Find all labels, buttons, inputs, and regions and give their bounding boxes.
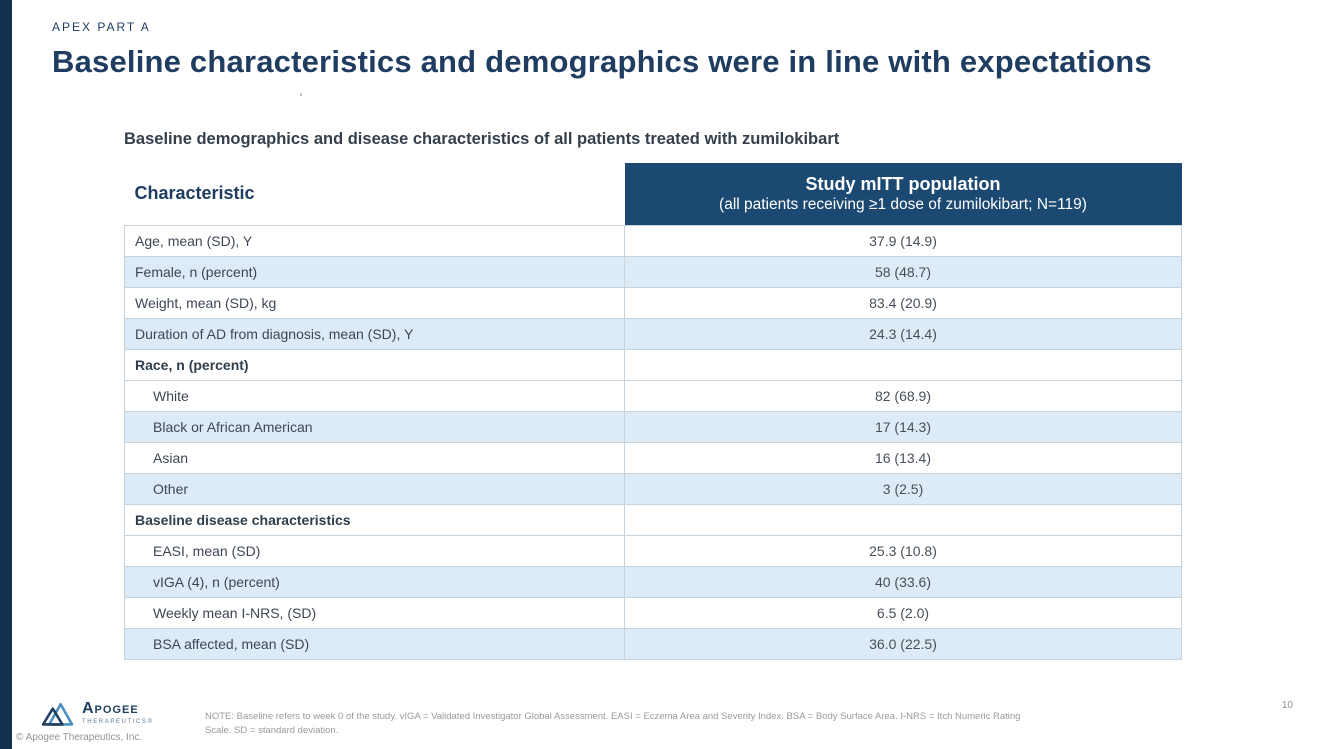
table-row: Weekly mean I-NRS, (SD) 6.5 (2.0) xyxy=(124,596,1182,629)
row-value: 17 (14.3) xyxy=(624,410,1182,443)
baseline-table: Characteristic Study mITT population (al… xyxy=(124,163,1182,660)
row-label: Other xyxy=(124,472,625,505)
table-header-row: Characteristic Study mITT population (al… xyxy=(124,163,1182,226)
row-label: Baseline disease characteristics xyxy=(124,503,625,536)
table-row: vIGA (4), n (percent) 40 (33.6) xyxy=(124,565,1182,598)
row-value: 40 (33.6) xyxy=(624,565,1182,598)
row-value: 3 (2.5) xyxy=(624,472,1182,505)
row-value xyxy=(624,503,1182,536)
row-label: Race, n (percent) xyxy=(124,348,625,381)
apogee-logo-text: Apogee THERAPEUTICS® xyxy=(82,700,154,726)
page-number: 10 xyxy=(1281,700,1293,711)
table-row: Duration of AD from diagnosis, mean (SD)… xyxy=(124,317,1182,350)
left-accent-bar xyxy=(0,0,12,749)
table-row: Black or African American 17 (14.3) xyxy=(124,410,1182,443)
stray-mark: ' xyxy=(300,92,303,104)
table-row: White 82 (68.9) xyxy=(124,379,1182,412)
row-label: Duration of AD from diagnosis, mean (SD)… xyxy=(124,317,625,350)
section-row: Race, n (percent) xyxy=(124,348,1182,381)
characteristic-header: Characteristic xyxy=(124,163,625,226)
eyebrow: APEX PART A xyxy=(52,20,151,34)
row-label: Age, mean (SD), Y xyxy=(124,224,625,257)
row-value: 58 (48.7) xyxy=(624,255,1182,288)
row-label: EASI, mean (SD) xyxy=(124,534,625,567)
table-body: Age, mean (SD), Y 37.9 (14.9) Female, n (p… xyxy=(124,224,1182,660)
population-header: Study mITT population (all patients rece… xyxy=(624,163,1182,225)
population-header-line2: (all patients receiving ≥1 dose of zumil… xyxy=(719,196,1087,214)
row-value: 36.0 (22.5) xyxy=(624,627,1182,660)
row-label: Black or African American xyxy=(124,410,625,443)
row-label: vIGA (4), n (percent) xyxy=(124,565,625,598)
table-row: Asian 16 (13.4) xyxy=(124,441,1182,474)
table-row: BSA affected, mean (SD) 36.0 (22.5) xyxy=(124,627,1182,660)
table-row: EASI, mean (SD) 25.3 (10.8) xyxy=(124,534,1182,567)
row-label: Female, n (percent) xyxy=(124,255,625,288)
table-title: Baseline demographics and disease charac… xyxy=(124,130,840,148)
row-value: 83.4 (20.9) xyxy=(624,286,1182,319)
row-label: BSA affected, mean (SD) xyxy=(124,627,625,660)
row-value: 25.3 (10.8) xyxy=(624,534,1182,567)
apogee-logo: Apogee THERAPEUTICS® xyxy=(40,699,154,727)
slide-content: APEX PART A Baseline characteristics and… xyxy=(52,0,1293,660)
row-value: 6.5 (2.0) xyxy=(624,596,1182,629)
population-header-line1: Study mITT population xyxy=(805,173,1001,194)
row-label: Asian xyxy=(124,441,625,474)
row-label: White xyxy=(124,379,625,412)
table-row: Female, n (percent) 58 (48.7) xyxy=(124,255,1182,288)
table-row: Age, mean (SD), Y 37.9 (14.9) xyxy=(124,224,1182,257)
row-value: 37.9 (14.9) xyxy=(624,224,1182,257)
row-value: 24.3 (14.4) xyxy=(624,317,1182,350)
logo-name: Apogee xyxy=(82,700,139,717)
apogee-logo-icon xyxy=(40,699,76,727)
row-value xyxy=(624,348,1182,381)
logo-subtitle: THERAPEUTICS® xyxy=(82,719,154,725)
row-label: Weekly mean I-NRS, (SD) xyxy=(124,596,625,629)
section-row: Baseline disease characteristics xyxy=(124,503,1182,536)
page-title: Baseline characteristics and demographic… xyxy=(52,44,1152,79)
table-area: Baseline demographics and disease charac… xyxy=(124,130,1182,660)
table-row: Other 3 (2.5) xyxy=(124,472,1182,505)
row-label: Weight, mean (SD), kg xyxy=(124,286,625,319)
row-value: 82 (68.9) xyxy=(624,379,1182,412)
copyright: © Apogee Therapeutics, Inc. xyxy=(16,732,143,743)
footnote: NOTE: Baseline refers to week 0 of the s… xyxy=(205,711,1021,736)
row-value: 16 (13.4) xyxy=(624,441,1182,474)
table-row: Weight, mean (SD), kg 83.4 (20.9) xyxy=(124,286,1182,319)
